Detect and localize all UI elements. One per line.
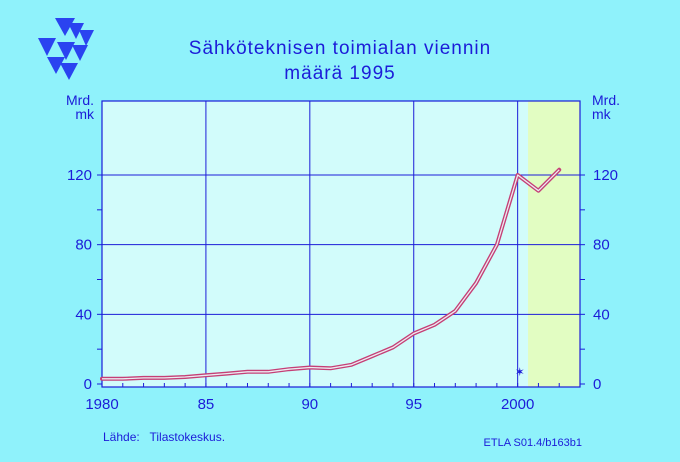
x-tick-label: 2000 [501,396,534,413]
y-tick-label-right: 40 [593,306,610,323]
x-tick-label: 85 [198,396,215,413]
grid-lines [102,101,580,387]
figure-code: ETLA S01.4/b163b1 [484,437,582,449]
y-tick-label-left: 120 [67,167,92,184]
tick-labels: 1980 85 90 95 2000 0 0 40 40 80 80 120 120 [67,167,618,413]
axis-ticks [97,174,585,387]
y-axis-label-left-line2: mk [75,106,95,122]
chart-title: Sähköteknisen toimialan viennin [189,38,491,59]
etla-logo-icon [38,18,94,80]
y-tick-label-right: 80 [593,237,610,254]
y-axis-label-right-line2: mk [592,106,612,122]
y-tick-label-right: 120 [593,167,618,184]
plot-area [102,101,580,387]
plot-frame [101,100,581,388]
marker-star-icon: ✶ [515,365,525,379]
x-tick-label: 95 [405,396,422,413]
source-note: Lähde: Tilastokeskus. [103,430,225,444]
forecast-area [528,101,580,387]
series-layer: ✶ [100,167,562,381]
y-tick-label-left: 80 [75,237,92,254]
y-tick-label-right: 0 [593,376,601,393]
x-tick-label: 1980 [85,396,118,413]
x-tick-label: 90 [301,396,318,413]
y-axis-label-left-line1: Mrd. [66,92,94,108]
chart-subtitle: määrä 1995 [284,63,395,84]
series-line-highlight [102,169,560,380]
y-tick-label-left: 0 [84,376,92,393]
y-tick-label-left: 40 [75,306,92,323]
y-axis-label-right-line1: Mrd. [592,92,620,108]
